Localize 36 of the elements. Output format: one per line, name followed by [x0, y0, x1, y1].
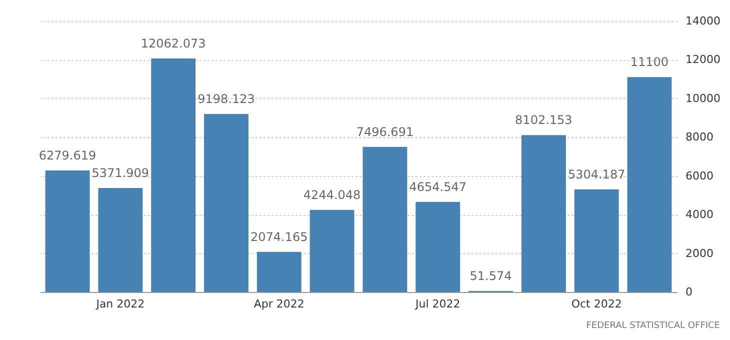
data-label: 8102.153 — [515, 113, 572, 128]
bar — [256, 252, 302, 292]
x-tick-label: Jan 2022 — [95, 298, 145, 310]
text: FEDERAL STATISTICAL OFFICE — [586, 321, 720, 331]
data-label: 5371.909 — [92, 166, 150, 180]
y-tick-label: 6000 — [686, 169, 714, 182]
data-label: 5304.187 — [568, 167, 626, 182]
bar — [362, 146, 408, 292]
bar — [151, 58, 196, 292]
data-label: 11100 — [630, 55, 669, 70]
bar — [574, 189, 619, 292]
data-label: 2074.165 — [250, 230, 308, 244]
bar — [521, 135, 566, 292]
y-tick-label: 10000 — [686, 92, 720, 105]
y-tick-label: 14000 — [686, 14, 720, 28]
y-tick-label: 2000 — [686, 246, 714, 260]
y-tick-label: 8000 — [686, 130, 714, 144]
data-label: 7496.691 — [356, 124, 414, 139]
data-label: 6279.619 — [38, 148, 96, 162]
bar — [98, 188, 143, 292]
bar — [45, 170, 90, 292]
x-tick-label: Jul 2022 — [414, 298, 460, 310]
bar — [204, 114, 248, 292]
data-label: 9198.123 — [198, 92, 255, 106]
data-label: 4244.048 — [303, 188, 361, 202]
data-label: 51.574 — [470, 269, 512, 283]
bar — [310, 210, 354, 292]
data-label: 4654.547 — [409, 180, 466, 194]
y-tick-label: 12000 — [686, 53, 720, 66]
x-tick-label: Oct 2022 — [571, 298, 622, 310]
bar — [627, 77, 672, 292]
x-tick-label: Apr 2022 — [254, 298, 304, 310]
bar — [416, 202, 460, 292]
y-tick-label: 4000 — [686, 208, 714, 222]
y-tick-label: 0 — [686, 286, 692, 298]
data-label: 12062.073 — [140, 36, 206, 51]
